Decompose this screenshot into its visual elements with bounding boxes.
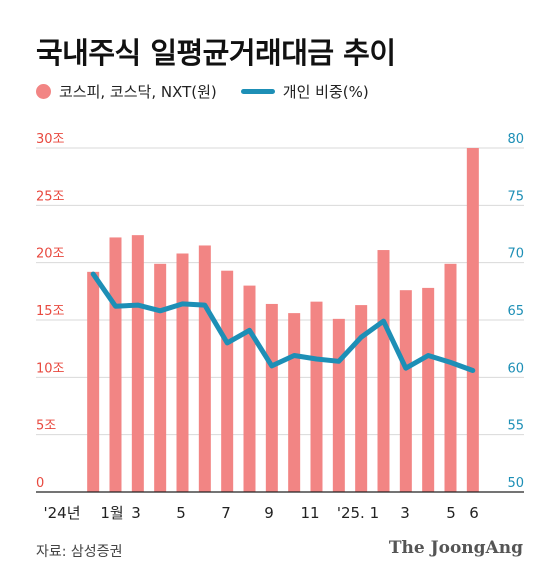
x-axis-tick-label: 5 bbox=[446, 504, 456, 522]
left-axis-tick-label: 15조 bbox=[36, 304, 65, 319]
bar bbox=[243, 285, 256, 492]
bar bbox=[265, 303, 278, 492]
brand-logo: The JoongAng bbox=[388, 538, 523, 558]
bar bbox=[332, 318, 345, 492]
x-axis-tick-label: 1월 bbox=[100, 504, 123, 522]
right-axis-tick-label: 70 bbox=[507, 247, 524, 262]
bar bbox=[154, 263, 167, 492]
right-axis-tick-label: 55 bbox=[507, 419, 524, 434]
source-note: 자료: 삼성증권 bbox=[36, 544, 123, 560]
x-axis-tick-label: 6 bbox=[469, 504, 479, 522]
x-axis-tick-label: 7 bbox=[221, 504, 231, 522]
left-axis-tick-label: 20조 bbox=[36, 247, 65, 262]
x-axis-tick-label: 3 bbox=[131, 504, 141, 522]
bar bbox=[131, 235, 144, 492]
bar bbox=[87, 271, 100, 492]
right-axis-tick-label: 75 bbox=[507, 189, 524, 204]
bar bbox=[221, 270, 234, 492]
legend-bar-label: 코스피, 코스닥, NXT(원) bbox=[59, 82, 217, 101]
legend-bar-swatch bbox=[36, 83, 51, 99]
bar bbox=[198, 245, 211, 492]
bar bbox=[355, 305, 368, 492]
bar bbox=[310, 301, 323, 492]
bar bbox=[466, 148, 479, 492]
bar bbox=[109, 237, 122, 492]
bar bbox=[288, 313, 301, 492]
x-axis-tick-label: 3 bbox=[400, 504, 410, 522]
legend-line-label: 개인 비중(%) bbox=[282, 82, 369, 101]
series-line bbox=[90, 271, 476, 373]
right-axis-tick-label: 65 bbox=[507, 304, 524, 319]
x-axis-tick-label: '24년 bbox=[43, 504, 80, 522]
x-axis-tick-label: 5 bbox=[176, 504, 186, 522]
left-axis-tick-label: 25조 bbox=[36, 189, 65, 204]
x-axis-tick-label: 11 bbox=[300, 504, 319, 522]
bar bbox=[444, 263, 457, 492]
right-axis-tick-label: 50 bbox=[507, 476, 524, 491]
bar bbox=[176, 253, 189, 492]
bar bbox=[377, 250, 390, 492]
left-axis-tick-label: 5조 bbox=[36, 419, 56, 434]
right-axis-tick-label: 60 bbox=[507, 361, 524, 376]
bar bbox=[399, 290, 412, 492]
right-axis-tick-label: 80 bbox=[507, 132, 524, 147]
legend: 코스피, 코스닥, NXT(원) 개인 비중(%) bbox=[36, 80, 369, 102]
left-axis-tick-label: 10조 bbox=[36, 361, 65, 376]
left-axis-tick-label: 30조 bbox=[36, 132, 65, 147]
chart-title: 국내주식 일평균거래대금 추이 bbox=[36, 36, 396, 70]
bar bbox=[422, 287, 435, 492]
legend-line-swatch bbox=[240, 88, 275, 94]
x-axis-tick-label: '25. 1 bbox=[337, 504, 379, 522]
x-axis-tick-label: 9 bbox=[264, 504, 274, 522]
left-axis-tick-label: 0 bbox=[36, 476, 44, 491]
